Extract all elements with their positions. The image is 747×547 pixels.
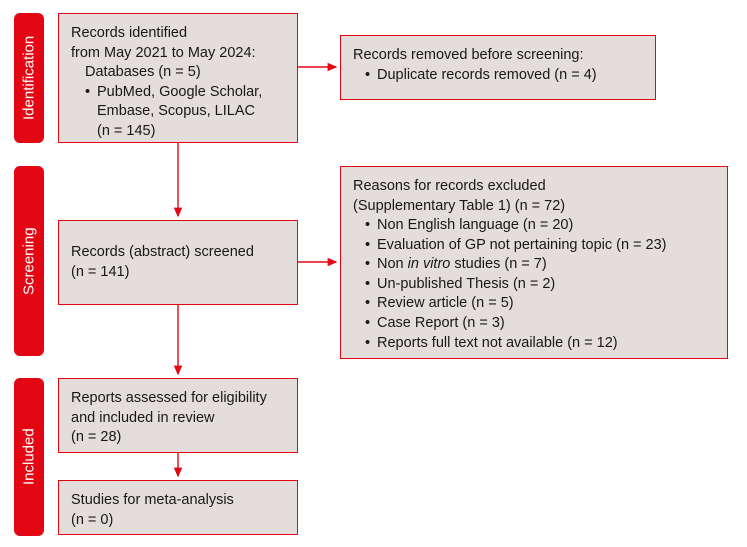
text: (n = 0) (71, 511, 285, 531)
text: (n = 141) (71, 263, 285, 283)
text: PubMed, Google Scholar, (71, 83, 285, 103)
box-records-removed: Records removed before screening: Duplic… (340, 35, 656, 100)
text: Non English language (n = 20) (353, 216, 715, 236)
text: (Supplementary Table 1) (n = 72) (353, 197, 715, 217)
text: (n = 28) (71, 428, 285, 448)
stage-identification-text: Identification (21, 36, 38, 120)
text: Records removed before screening: (353, 46, 643, 66)
box-records-identified: Records identified from May 2021 to May … (58, 13, 298, 143)
stage-identification: Identification (14, 13, 44, 143)
text: Studies for meta-analysis (71, 491, 285, 511)
text: Review article (n = 5) (353, 294, 715, 314)
text: Reasons for records excluded (353, 177, 715, 197)
text: Evaluation of GP not pertaining topic (n… (353, 236, 715, 256)
stage-screening-text: Screening (21, 227, 38, 295)
box-records-excluded: Reasons for records excluded (Supplement… (340, 166, 728, 359)
box-records-screened: Records (abstract) screened (n = 141) (58, 220, 298, 305)
text: Records identified (71, 24, 285, 44)
text: Un-published Thesis (n = 2) (353, 275, 715, 295)
text: Reports full text not available (n = 12) (353, 334, 715, 354)
stage-screening: Screening (14, 166, 44, 356)
text: (n = 145) (71, 122, 285, 142)
text: Records (abstract) screened (71, 243, 285, 263)
stage-included-text: Included (21, 429, 38, 486)
text: Embase, Scopus, LILAC (71, 102, 285, 122)
box-eligibility: Reports assessed for eligibility and inc… (58, 378, 298, 453)
text: and included in review (71, 409, 285, 429)
text: Duplicate records removed (n = 4) (353, 66, 643, 86)
text: Reports assessed for eligibility (71, 389, 285, 409)
text: from May 2021 to May 2024: (71, 44, 285, 64)
box-meta-analysis: Studies for meta-analysis (n = 0) (58, 480, 298, 535)
text: Databases (n = 5) (71, 63, 285, 83)
text: Case Report (n = 3) (353, 314, 715, 334)
text: Non in vitro studies (n = 7) (353, 255, 715, 275)
stage-included: Included (14, 378, 44, 536)
